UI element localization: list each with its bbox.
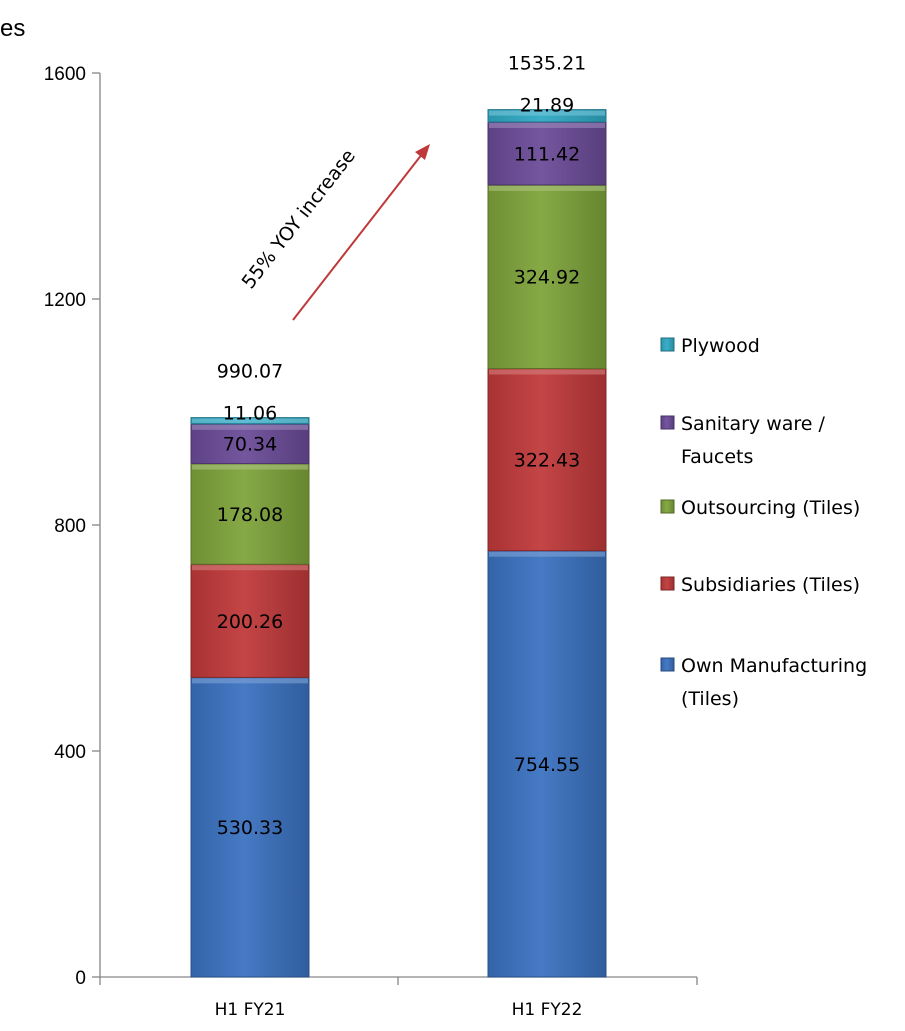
- x-tick-label: H1 FY21: [215, 1000, 286, 1020]
- bars: [190, 109, 607, 978]
- bar-segment-highlight: [192, 418, 308, 423]
- bar-segment-highlight: [192, 464, 308, 470]
- legend-label: Faucets: [681, 446, 753, 468]
- y-tick-label: 400: [54, 742, 86, 763]
- y-tick-label: 1600: [44, 64, 86, 85]
- bar-segment-highlight: [192, 565, 308, 571]
- y-tick-label: 800: [54, 516, 86, 537]
- legend-label: Subsidiaries (Tiles): [681, 574, 860, 596]
- y-tick-label: 0: [75, 968, 86, 989]
- y-tick-label: 1200: [44, 290, 86, 311]
- y-axis: 0 400 800 1200 1600: [44, 64, 101, 989]
- legend-swatch: [660, 415, 675, 430]
- bar-segment-highlight: [489, 185, 605, 191]
- total-label: 990.07: [217, 361, 283, 383]
- data-label: 111.42: [514, 143, 580, 165]
- legend-swatch: [660, 657, 675, 672]
- bar-segment-highlight: [489, 551, 605, 557]
- data-label: 530.33: [217, 817, 283, 839]
- bar-segment-highlight: [489, 110, 605, 116]
- unit-label: es: [0, 15, 25, 42]
- legend-label: Sanitary ware /: [681, 413, 826, 435]
- legend-label: Own Manufacturing: [681, 655, 867, 677]
- bar-segment-highlight: [192, 678, 308, 684]
- bar-segment: [487, 368, 607, 552]
- legend-label: Plywood: [681, 335, 760, 357]
- data-label: 21.89: [520, 95, 574, 117]
- bar-segment-highlight: [489, 369, 605, 375]
- data-label: 754.55: [514, 754, 580, 776]
- legend: Plywood Sanitary ware / Faucets Outsourcing…: [660, 335, 867, 710]
- legend-swatch: [660, 576, 675, 591]
- bar-segment: [190, 423, 310, 465]
- x-tick-label: H1 FY22: [512, 1000, 583, 1020]
- total-label: 1535.21: [508, 53, 587, 75]
- legend-swatch: [660, 337, 675, 352]
- legend-label: (Tiles): [681, 688, 739, 710]
- yoy-increase-arrow: [292, 148, 427, 321]
- data-label: 200.26: [217, 611, 283, 633]
- x-axis: H1 FY21 H1 FY22: [99, 976, 698, 1020]
- bar-segment-highlight: [489, 122, 605, 128]
- bar-segment: [190, 463, 310, 565]
- data-label: 70.34: [223, 434, 277, 456]
- legend-label: Outsourcing (Tiles): [681, 497, 860, 519]
- annotation: 55% YOY increase: [238, 144, 430, 321]
- yoy-increase-label: 55% YOY increase: [238, 145, 360, 293]
- data-labels: 530.33 200.26 178.08 70.34 11.06 990.07 754.55…: [217, 53, 587, 840]
- bar-segment: [487, 121, 607, 186]
- data-label: 11.06: [223, 403, 277, 425]
- bar-segment: [190, 563, 310, 678]
- yoy-arrow-head: [415, 144, 430, 160]
- data-label: 324.92: [514, 267, 580, 289]
- legend-swatch: [660, 499, 675, 514]
- bar-segment-highlight: [192, 424, 308, 430]
- data-label: 322.43: [514, 450, 580, 472]
- bar-segment: [487, 550, 607, 978]
- bar-segment: [487, 184, 607, 370]
- data-label: 178.08: [217, 504, 283, 526]
